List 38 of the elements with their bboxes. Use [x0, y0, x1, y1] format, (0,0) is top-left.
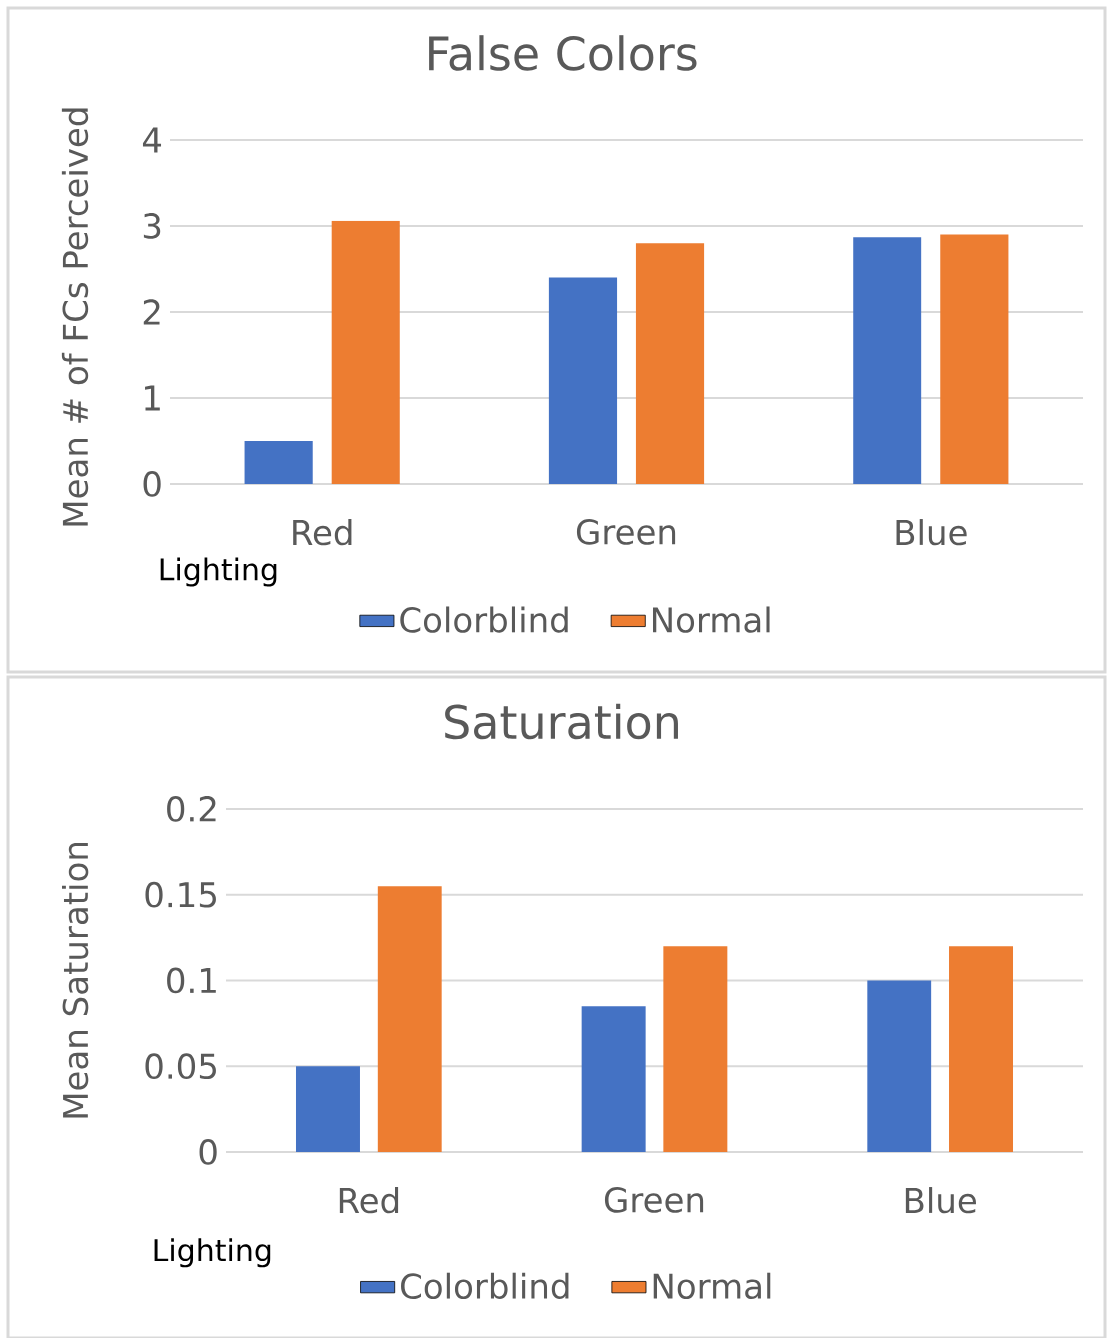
legend-label: Normal [653, 606, 770, 633]
bar [244, 440, 313, 484]
y-tick-label: 0.15 [145, 881, 216, 908]
legend-label: Colorblind [400, 606, 568, 633]
legend-label: Normal [653, 1272, 771, 1300]
y-tick-label: 0 [143, 471, 161, 497]
x-tick-label: Red [293, 519, 352, 546]
x-tick-label: Blue [905, 1187, 976, 1214]
y-tick-label: 3 [143, 213, 161, 239]
y-axis-title: Mean # of FCs Perceived [61, 108, 89, 526]
x-tick-label: Green [576, 519, 676, 545]
chart-title: Saturation [445, 703, 678, 740]
y-axis-title: Mean Saturation [62, 843, 89, 1118]
legend-label: Colorblind [401, 1272, 569, 1300]
y-tick-label: 4 [142, 127, 162, 153]
x-tick-label: Blue [896, 519, 967, 546]
chart-title: False Colors [429, 35, 697, 71]
y-tick-label: 0.1 [167, 967, 216, 994]
x-tick-label: Green [604, 1187, 704, 1213]
y-tick-label: 0.05 [145, 1053, 216, 1080]
bar [635, 243, 705, 484]
bar [940, 234, 1009, 484]
y-tick-label: 0.2 [167, 796, 216, 822]
y-tick-label: 2 [143, 299, 160, 325]
bar [581, 1006, 646, 1152]
x-tick-label: Red [339, 1187, 399, 1214]
bar [377, 886, 442, 1152]
bar [548, 277, 618, 484]
bar [663, 946, 728, 1152]
bar [331, 220, 400, 484]
bar [295, 1066, 360, 1152]
bar [853, 237, 922, 484]
y-tick-label: 1 [145, 385, 160, 411]
x-axis-title: Lighting [154, 1238, 271, 1268]
bar [867, 980, 932, 1152]
y-tick-label: 0 [199, 1139, 217, 1165]
bar [949, 946, 1014, 1152]
x-axis-title: Lighting [160, 557, 277, 587]
